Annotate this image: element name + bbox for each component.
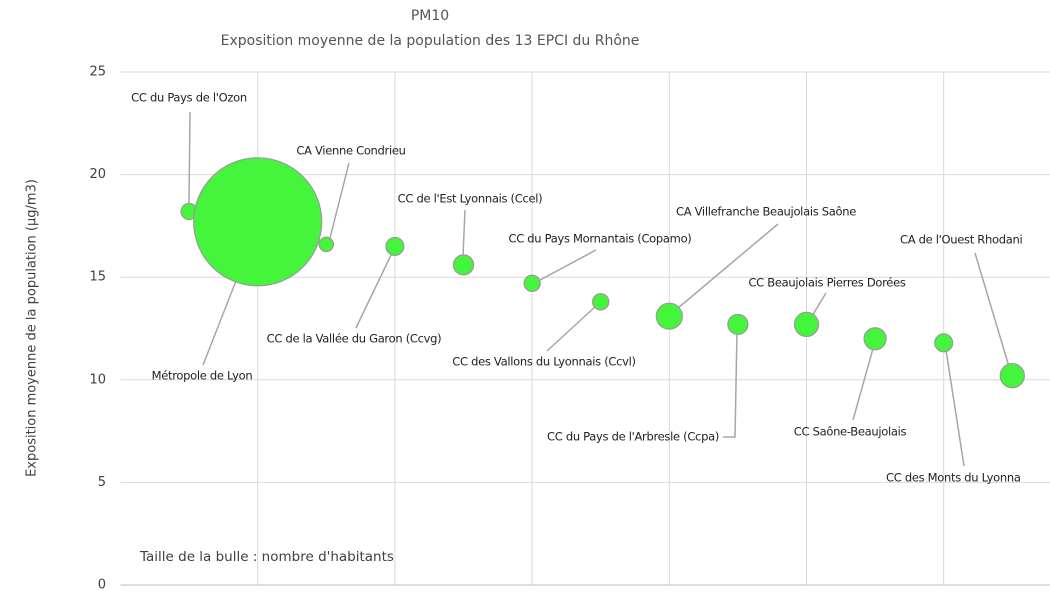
point-label: CC du Pays Mornantais (Copamo) — [508, 232, 691, 246]
bubble — [655, 302, 683, 330]
y-axis-title: Exposition moyenne de la population (µg/… — [25, 179, 40, 477]
point-label: Métropole de Lyon — [152, 369, 253, 383]
y-tick-label: 25 — [89, 65, 106, 80]
leader-line — [945, 349, 965, 467]
leader-line — [355, 254, 392, 329]
leader-line — [677, 223, 779, 309]
y-tick-label: 15 — [89, 270, 106, 285]
point-label: CC Saône-Beaujolais — [794, 425, 907, 439]
point-label: CC de la Vallée du Garon (Ccvg) — [267, 332, 442, 346]
leader-line — [723, 331, 738, 438]
bubble — [592, 293, 610, 311]
bubble — [385, 236, 405, 256]
bubble — [727, 313, 749, 336]
point-label: CA Villefranche Beaujolais Saône — [676, 205, 856, 219]
bubble — [863, 327, 887, 351]
leader-line — [329, 162, 350, 239]
point-label: CC des Monts du Lyonna — [886, 471, 1021, 485]
point-label: CC Beaujolais Pierres Dorées — [748, 276, 905, 290]
chart-title: PM10 — [411, 8, 449, 24]
bubble — [523, 274, 541, 293]
leader-line — [462, 209, 466, 257]
leader-line — [852, 344, 875, 421]
leader-line — [546, 305, 597, 352]
y-tick-label: 0 — [98, 578, 106, 591]
bubble — [193, 157, 323, 287]
bubble — [318, 236, 335, 253]
y-tick-label: 20 — [89, 167, 106, 182]
bubble — [999, 363, 1025, 389]
point-label: CC des Vallons du Lyonnais (Ccvl) — [452, 355, 635, 369]
point-label: CA de l'Ouest Rhodani — [900, 233, 1022, 247]
y-tick-label: 10 — [89, 372, 106, 387]
leader-line — [539, 249, 597, 281]
annotation: Taille de la bulle : nombre d'habitants — [139, 549, 394, 565]
point-label: CC de l'Est Lyonnais (Ccel) — [398, 192, 543, 206]
bubble — [793, 311, 820, 338]
bubble — [934, 333, 954, 353]
point-label: CC du Pays de l'Arbresle (Ccpa) — [547, 430, 719, 444]
leader-line — [811, 292, 827, 317]
bubble — [452, 254, 475, 276]
y-tick-label: 5 — [98, 475, 106, 490]
point-label: CC du Pays de l'Ozon — [131, 91, 247, 105]
chart-subtitle: Exposition moyenne de la population des … — [221, 33, 640, 49]
leader-line — [974, 252, 1011, 371]
leader-line — [188, 111, 191, 205]
point-label: CA Vienne Condrieu — [296, 144, 405, 158]
